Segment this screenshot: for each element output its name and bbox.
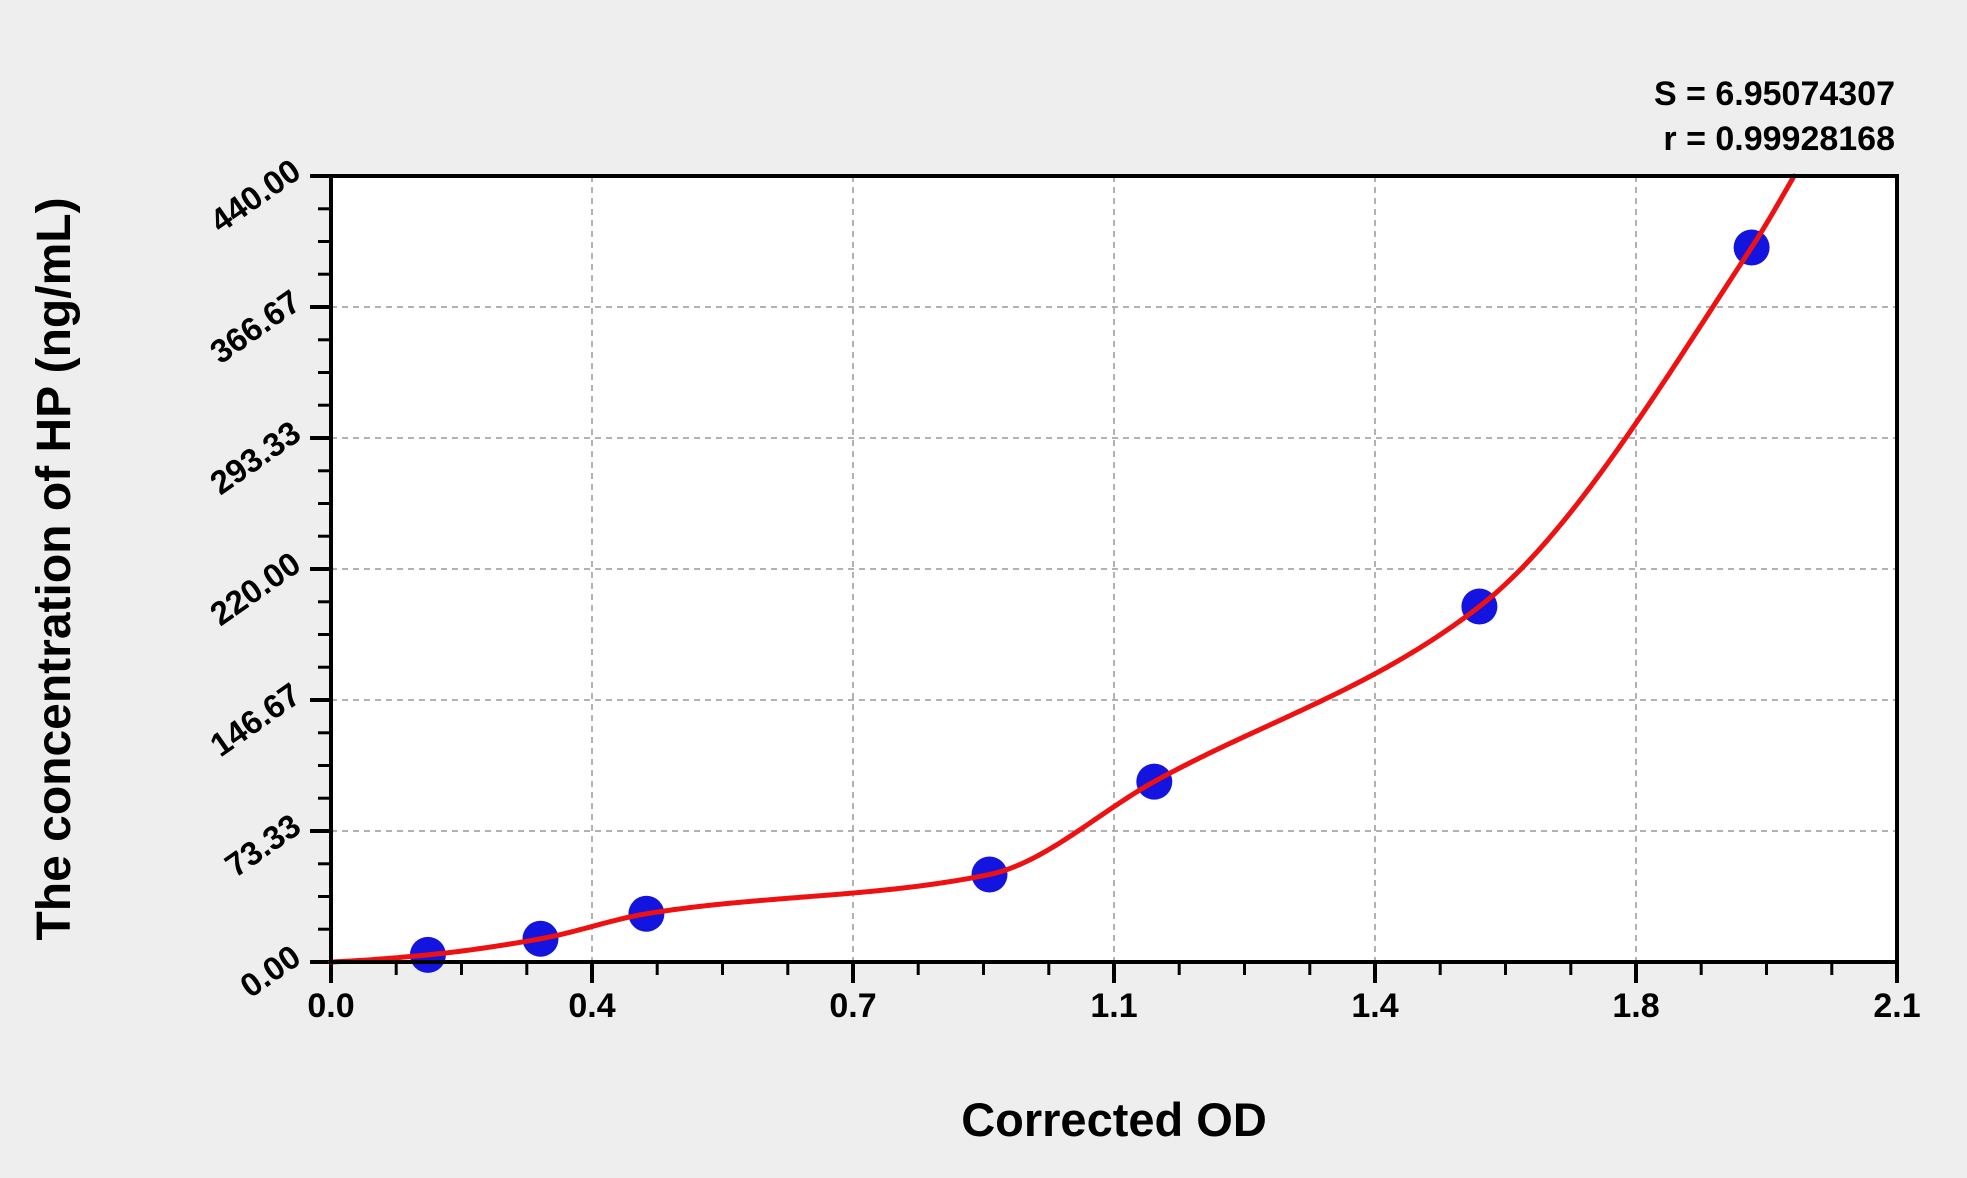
svg-text:1.8: 1.8 [1612,987,1659,1025]
svg-text:r = 0.99928168: r = 0.99928168 [1663,120,1895,158]
svg-text:0.4: 0.4 [568,987,615,1025]
svg-text:2.1: 2.1 [1873,987,1920,1025]
svg-text:0.0: 0.0 [307,987,354,1025]
svg-text:1.1: 1.1 [1090,987,1137,1025]
svg-text:0.7: 0.7 [829,987,876,1025]
svg-text:Corrected OD: Corrected OD [961,1093,1267,1146]
svg-text:S = 6.95074307: S = 6.95074307 [1654,75,1895,113]
svg-text:1.4: 1.4 [1351,987,1398,1025]
svg-text:The concentration of HP (ng/mL: The concentration of HP (ng/mL) [28,197,81,940]
